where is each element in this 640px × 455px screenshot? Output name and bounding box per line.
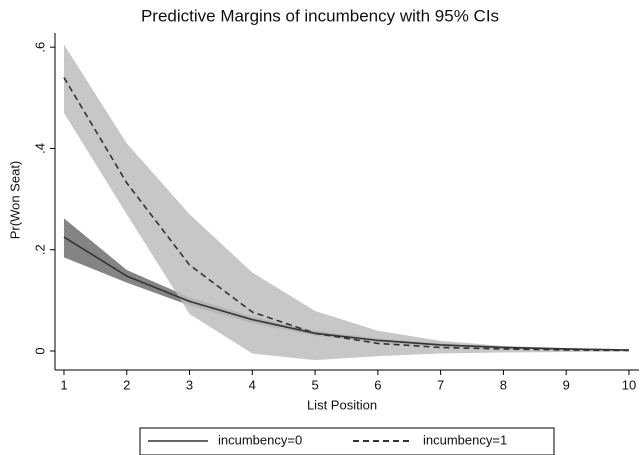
y-tick-label: .6	[32, 42, 47, 53]
ci-band	[63, 44, 629, 361]
y-axis-label: Pr(Won Seat)	[7, 161, 22, 240]
x-tick-label: 3	[186, 377, 193, 392]
x-axis-label: List Position	[307, 397, 377, 412]
x-tick-label: 4	[249, 377, 256, 392]
x-tick-label: 1	[60, 377, 67, 392]
y-tick-label: 0	[32, 347, 47, 354]
series-line	[63, 236, 629, 351]
legend-label: incumbency=1	[423, 432, 507, 447]
chart-title: Predictive Margins of incumbency with 95…	[141, 6, 499, 25]
x-tick-label: 8	[500, 377, 507, 392]
legend-label: incumbency=0	[218, 432, 302, 447]
x-tick-label: 9	[563, 377, 570, 392]
x-tick-label: 5	[311, 377, 318, 392]
legend-box	[139, 427, 555, 455]
x-tick-label: 2	[123, 377, 130, 392]
y-tick-label: .4	[32, 143, 47, 154]
series-line	[63, 77, 629, 352]
x-tick-label: 10	[622, 377, 636, 392]
x-tick-label: 7	[437, 377, 444, 392]
y-tick-label: .2	[32, 244, 47, 255]
x-tick-label: 6	[374, 377, 381, 392]
